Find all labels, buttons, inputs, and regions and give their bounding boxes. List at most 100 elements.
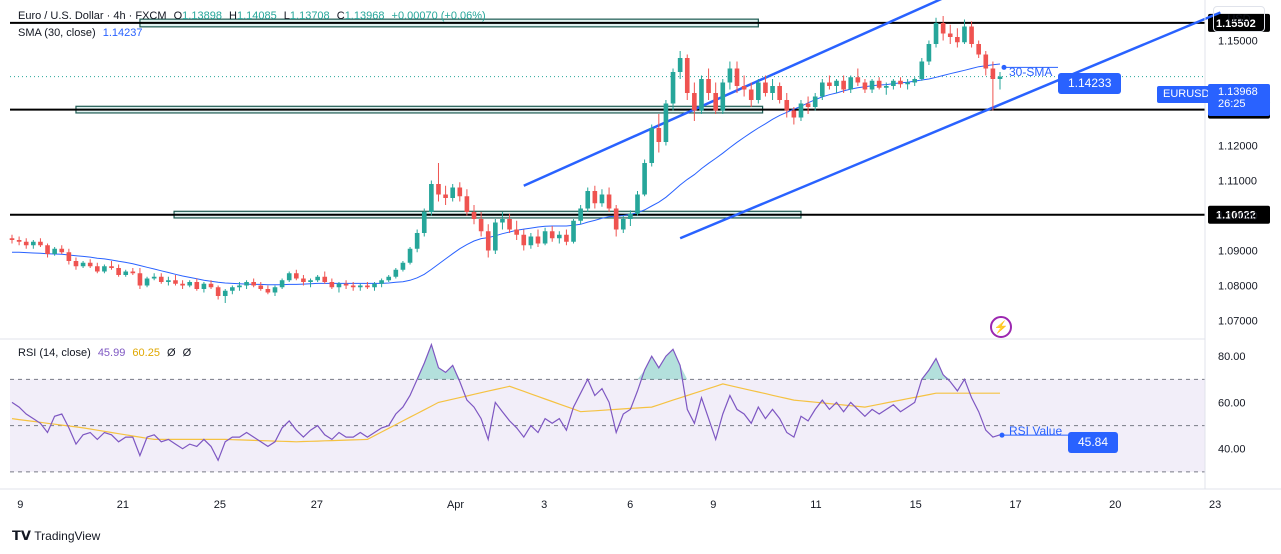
- candle-body: [791, 110, 797, 118]
- level-label-bg: [1208, 205, 1270, 224]
- candle-body: [436, 184, 441, 195]
- candle-body: [187, 282, 193, 286]
- candle-body: [699, 79, 704, 111]
- sma-legend[interactable]: SMA (30, close) 1.14237: [18, 27, 146, 39]
- candle-body: [144, 278, 150, 286]
- candle-body: [947, 33, 953, 37]
- candle-body: [734, 68, 740, 86]
- level-label: 1.15502: [1216, 18, 1256, 30]
- candle-body: [663, 103, 669, 142]
- symbol-legend: Euro / U.S. Dollar · 4h · FXCM O1.13898 …: [18, 10, 490, 22]
- candle-body: [983, 54, 989, 69]
- candle-body: [464, 196, 470, 212]
- sma-annotation-dot: [1001, 64, 1007, 70]
- level-label: 1.10022: [1216, 210, 1256, 222]
- price-tick-label: 1.08000: [1218, 281, 1258, 293]
- candle-body: [727, 68, 733, 83]
- candle-body: [194, 282, 200, 289]
- rsi-overbought-fill: [417, 344, 951, 380]
- candle-body: [933, 23, 939, 44]
- candle-body: [798, 103, 804, 118]
- candle-body: [777, 86, 782, 100]
- bar-countdown: 26:25: [1218, 98, 1246, 110]
- candle-body: [407, 248, 413, 263]
- candle-body: [272, 287, 278, 293]
- currency-button[interactable]: USD: [1213, 6, 1265, 32]
- sma-annotation-value: 1.14233: [1058, 73, 1122, 94]
- candle-body: [208, 283, 214, 288]
- candle-body: [301, 278, 306, 282]
- rsi-annotation-text: RSI Value: [1009, 424, 1063, 438]
- candle-body: [592, 191, 598, 204]
- candle-body: [336, 283, 342, 288]
- time-tick-label: 27: [311, 499, 323, 511]
- candle-body: [720, 82, 726, 111]
- candle-body: [80, 262, 86, 267]
- candle-body: [706, 79, 711, 93]
- open-label: O: [173, 10, 183, 22]
- candle-body: [962, 26, 967, 43]
- candle-body: [955, 37, 960, 43]
- candle-body: [684, 58, 690, 93]
- candle-body: [286, 273, 292, 281]
- candle-body: [528, 236, 534, 246]
- rsi-annotation-value: 45.84: [1068, 432, 1119, 453]
- tv-icon: 𝗧𝗩: [12, 528, 31, 543]
- candle-body: [741, 86, 747, 90]
- time-tick-label: 9: [710, 499, 716, 511]
- lightning-icon[interactable]: ⚡: [990, 316, 1012, 338]
- candle-body: [834, 80, 839, 86]
- candle-body: [819, 82, 825, 97]
- candle-body: [578, 208, 583, 221]
- candle-body: [564, 234, 569, 242]
- time-tick-label: 11: [810, 499, 821, 511]
- candle-body: [180, 283, 185, 286]
- candle-body: [59, 248, 65, 253]
- candle-body: [556, 234, 562, 239]
- candle-body: [784, 100, 790, 111]
- candle-body: [166, 280, 171, 282]
- time-tick-label: 15: [910, 499, 922, 511]
- candle-body: [926, 44, 932, 62]
- candle-body: [848, 77, 854, 90]
- candle-body: [450, 187, 456, 198]
- candle-body: [770, 86, 775, 93]
- candle-body: [94, 266, 100, 272]
- candle-body: [585, 191, 591, 209]
- time-tick-label: 6: [627, 499, 633, 511]
- candle-body: [87, 262, 93, 267]
- candle-body: [805, 103, 811, 107]
- candle-body: [294, 273, 299, 279]
- candle-body: [471, 212, 477, 219]
- candle-body: [322, 276, 328, 282]
- candle-body: [52, 248, 57, 254]
- sma-line: [12, 63, 1001, 286]
- candle-body: [514, 229, 519, 235]
- candle-body: [379, 280, 384, 284]
- candle-body: [443, 194, 448, 198]
- candle-body: [45, 245, 50, 254]
- rsi-legend[interactable]: RSI (14, close) 45.99 60.25 Ø Ø: [18, 347, 195, 359]
- candle-body: [606, 194, 612, 209]
- rsi-pane: [10, 342, 1205, 473]
- price-tick-label: 1.11000: [1218, 176, 1257, 188]
- candle-body: [386, 276, 392, 281]
- candle-body: [116, 268, 121, 275]
- level-label-bg: [1208, 13, 1270, 32]
- candle-body: [31, 241, 36, 246]
- candle-body: [102, 266, 107, 272]
- tradingview-logo[interactable]: 𝗧𝗩 TradingView: [12, 528, 100, 544]
- candle-body: [620, 219, 626, 230]
- rsi-ma-value: 60.25: [132, 347, 160, 359]
- candle-body: [549, 231, 555, 239]
- time-tick-label: 21: [117, 499, 129, 511]
- candle-body: [130, 271, 136, 274]
- candle-body: [414, 233, 420, 249]
- candle-body: [237, 285, 242, 288]
- candle-body: [976, 44, 981, 55]
- candle-body: [756, 82, 761, 100]
- candle-body: [73, 261, 79, 267]
- low-value: 1.13708: [289, 10, 330, 22]
- candle-body: [222, 290, 228, 296]
